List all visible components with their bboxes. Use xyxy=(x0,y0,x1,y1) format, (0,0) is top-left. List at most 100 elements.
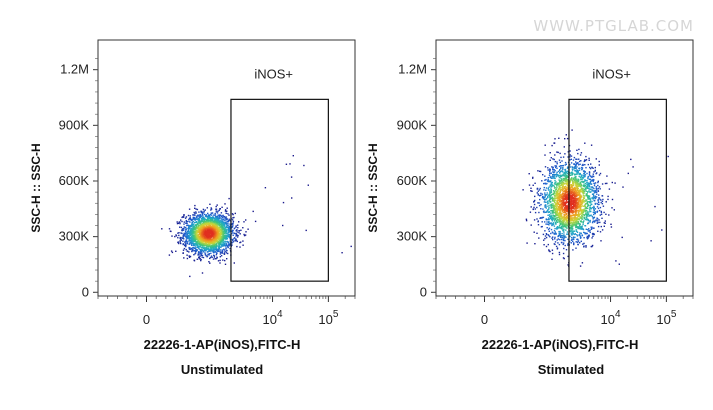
event-dot xyxy=(536,188,539,190)
event-dot xyxy=(537,220,539,222)
event-dot xyxy=(171,251,174,254)
event-dot xyxy=(220,217,222,219)
event-dot xyxy=(233,262,235,264)
event-dot xyxy=(593,221,596,223)
event-dot xyxy=(559,172,561,174)
event-dot xyxy=(194,245,196,247)
event-dot xyxy=(222,243,224,246)
event-dot xyxy=(585,193,587,195)
event-dot xyxy=(583,220,585,222)
event-dot xyxy=(225,241,227,243)
event-dot xyxy=(224,240,226,242)
event-dot xyxy=(191,250,194,252)
event-dot xyxy=(585,194,587,197)
event-dot xyxy=(578,169,581,171)
event-dot xyxy=(554,154,556,156)
event-dot xyxy=(567,215,569,217)
event-dot xyxy=(575,229,577,231)
event-dot xyxy=(219,253,222,255)
event-dot xyxy=(600,240,602,242)
event-dot xyxy=(229,237,231,239)
event-dot xyxy=(597,181,599,184)
event-dot xyxy=(575,223,577,225)
event-dot xyxy=(594,195,597,197)
event-dot xyxy=(525,219,528,222)
event-dot xyxy=(559,215,561,217)
event-dot xyxy=(213,239,216,241)
event-dot xyxy=(570,216,572,218)
event-dot xyxy=(596,217,598,219)
event-dot xyxy=(555,219,558,222)
y-axis-title: SSC-H :: SSC-H xyxy=(29,143,43,232)
event-dot xyxy=(194,207,196,209)
event-dot xyxy=(578,215,580,217)
event-dot xyxy=(565,177,568,179)
event-dot xyxy=(544,199,546,201)
event-dot xyxy=(222,216,225,218)
event-dot xyxy=(186,257,189,260)
event-dot xyxy=(532,208,534,210)
event-dot xyxy=(580,232,582,234)
event-dot xyxy=(229,240,231,242)
event-dot xyxy=(213,214,215,216)
event-dot xyxy=(560,165,562,167)
event-dot xyxy=(600,201,602,204)
event-dot xyxy=(215,258,217,260)
event-dot xyxy=(556,221,559,223)
event-dot xyxy=(598,219,600,221)
event-dot xyxy=(305,229,307,232)
event-dot xyxy=(584,189,586,191)
event-dot xyxy=(224,250,226,253)
event-dot xyxy=(547,177,549,179)
event-dot xyxy=(585,232,587,234)
event-dot xyxy=(567,217,569,219)
event-dot xyxy=(572,183,574,185)
event-dot xyxy=(593,192,596,194)
event-dot xyxy=(565,181,567,183)
event-dot xyxy=(564,175,566,177)
event-dot xyxy=(571,217,574,219)
event-dot xyxy=(226,210,228,212)
event-dot xyxy=(577,183,579,186)
event-dot xyxy=(586,202,588,204)
event-dot xyxy=(206,222,208,224)
event-dot xyxy=(589,197,591,199)
event-dot xyxy=(593,209,595,211)
event-dot xyxy=(571,168,574,170)
event-dot xyxy=(205,241,207,244)
event-dot xyxy=(225,243,228,245)
event-dot xyxy=(570,226,572,228)
event-dot xyxy=(545,236,548,239)
event-dot xyxy=(564,192,566,194)
event-dot xyxy=(191,249,193,251)
event-dot xyxy=(190,225,192,227)
event-dot xyxy=(219,259,221,262)
event-dot xyxy=(213,240,215,243)
event-dot xyxy=(593,206,595,209)
event-dot xyxy=(581,216,583,218)
event-dot xyxy=(224,209,227,211)
event-dot xyxy=(564,173,567,175)
event-dot xyxy=(196,234,198,236)
event-dot xyxy=(228,197,230,200)
event-dot xyxy=(564,235,566,237)
event-dot xyxy=(561,238,563,241)
event-dot xyxy=(556,167,558,169)
event-dot xyxy=(570,224,573,226)
event-dot xyxy=(576,189,578,192)
event-dot xyxy=(213,217,216,219)
event-dot xyxy=(563,210,565,212)
event-dot xyxy=(545,218,547,220)
event-dot xyxy=(214,246,216,249)
event-dot xyxy=(594,191,597,193)
event-dot xyxy=(217,210,219,212)
event-dot xyxy=(576,238,578,241)
event-dot xyxy=(225,224,227,226)
event-dot xyxy=(567,180,569,183)
event-dot xyxy=(571,186,573,189)
event-dot xyxy=(577,216,580,218)
event-dot xyxy=(183,247,186,250)
event-dot xyxy=(559,188,561,190)
event-dot xyxy=(559,169,561,172)
event-dot xyxy=(205,248,207,250)
